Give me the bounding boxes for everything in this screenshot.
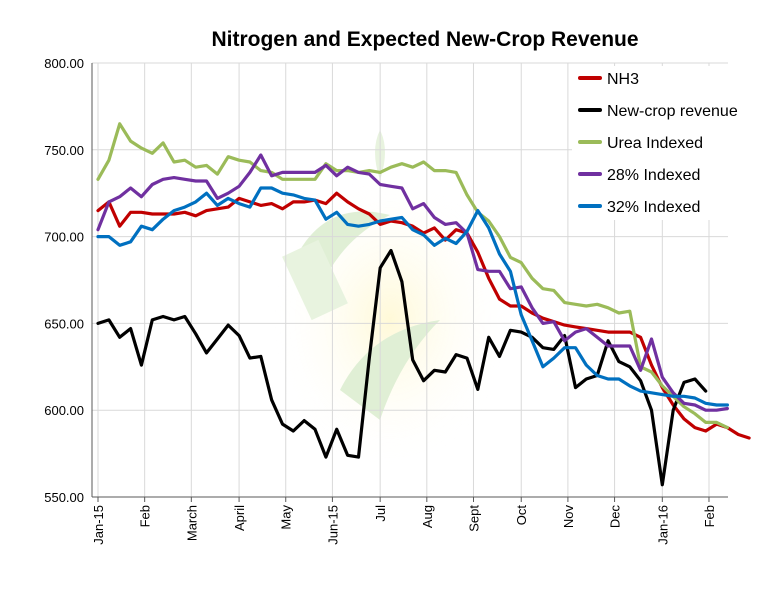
x-tick-label: Jul <box>373 505 388 522</box>
x-tick-label: Dec <box>608 505 623 529</box>
watermark-logo <box>270 130 510 470</box>
axes <box>91 63 728 502</box>
series-line-urea-indexed <box>96 122 730 430</box>
x-tick-label: May <box>279 505 294 530</box>
x-tick-label: Jan-16 <box>655 505 670 545</box>
x-tick-label: April <box>232 505 247 531</box>
x-tick-label: March <box>184 505 199 541</box>
series-line-new-crop-revenue <box>96 248 708 487</box>
y-tick-label: 650.00 <box>44 316 84 331</box>
series-lines <box>96 122 751 487</box>
legend-label-new-crop-revenue: New-crop revenue <box>607 103 738 120</box>
series-line-32-indexed <box>96 186 730 407</box>
x-tick-label: Jan-15 <box>91 505 106 545</box>
x-tick-label: Oct <box>514 505 529 526</box>
x-tick-label: Sept <box>466 505 481 532</box>
legend-label-urea-indexed: Urea Indexed <box>607 135 703 152</box>
y-tick-label: 600.00 <box>44 403 84 418</box>
legend: NH3 New-crop revenue Urea Indexed 28% Index… <box>572 66 756 220</box>
y-tick-label: 800.00 <box>44 56 84 71</box>
chart-title: Nitrogen and Expected New-Crop Revenue <box>211 28 638 51</box>
y-axis-ticks: 550.00 600.00 650.00 700.00 750.00 800.00 <box>44 56 84 505</box>
y-tick-label: 700.00 <box>44 230 84 245</box>
legend-label-32-indexed: 32% Indexed <box>607 199 700 216</box>
x-tick-label: Feb <box>138 505 153 527</box>
x-tick-label: Jun-15 <box>325 505 340 545</box>
x-tick-label: Feb <box>702 505 717 527</box>
x-tick-label: Nov <box>561 505 576 529</box>
x-axis-ticks: Jan-15 Feb March April May Jun-15 Jul Aug Sept Oc… <box>91 505 717 545</box>
x-tick-label: Aug <box>420 505 435 528</box>
legend-label-28-indexed: 28% Indexed <box>607 167 700 184</box>
legend-label-nh3: NH3 <box>607 71 639 88</box>
series-line-28-indexed <box>96 153 730 412</box>
y-tick-label: 550.00 <box>44 490 84 505</box>
series-line-nh3 <box>96 191 751 440</box>
y-tick-label: 750.00 <box>44 143 84 158</box>
legend-background <box>572 66 756 220</box>
